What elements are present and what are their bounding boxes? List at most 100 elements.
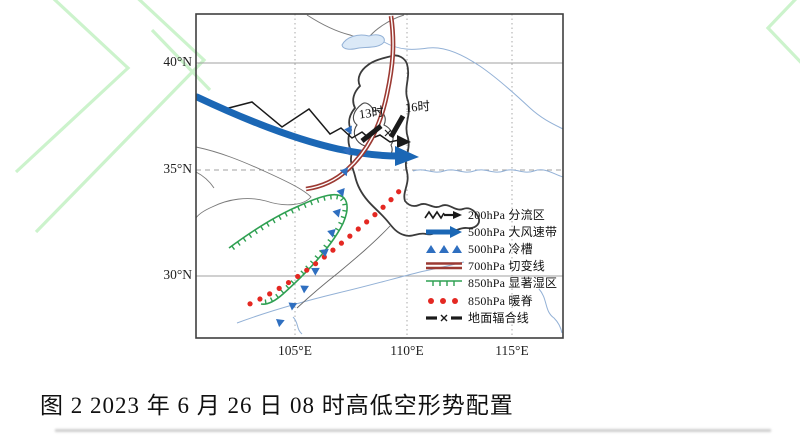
moist-area-tick (266, 222, 270, 227)
legend-item-label: 500hPa 冷槽 (468, 242, 533, 257)
warm-ridge-dot (388, 197, 394, 203)
moist-area-tick (290, 209, 294, 214)
page-content-divider (55, 429, 771, 432)
convergence-line-16h (388, 114, 406, 139)
legend-item-label: 700hPa 切变线 (468, 259, 546, 274)
moist-area-tick (254, 229, 258, 235)
warm-ridge-dot (276, 285, 282, 291)
cold-trough-triangle (300, 285, 310, 294)
thick-blue-arrow-icon (424, 224, 464, 239)
x-tick-110e: 110°E (390, 343, 424, 358)
warm-ridge-dot (380, 204, 386, 210)
watermark-chevron (765, 0, 800, 64)
legend-item-label: 200hPa 分流区 (468, 208, 546, 223)
legend-item: 700hPa 切变线 (424, 257, 564, 274)
moist-area-tick (327, 239, 332, 243)
divergence-zone-line (220, 101, 400, 143)
warm-ridge-dot (247, 301, 253, 307)
legend-item: 500hPa 大风速带 (424, 223, 564, 240)
divergence-arrowhead (397, 135, 411, 148)
river (292, 316, 303, 335)
cold-trough-triangle (342, 146, 351, 156)
moist-area-tick (342, 203, 347, 206)
watermark-chevron (34, 0, 207, 234)
moist-area-tick (334, 227, 340, 232)
legend-item: 200hPa 分流区 (424, 206, 564, 223)
moist-area-tick (314, 255, 319, 260)
moist-area-line (228, 193, 348, 305)
moist-area-tick (290, 280, 295, 285)
time-label-16h: 16时 (404, 99, 431, 115)
watermark-chevron (14, 0, 131, 174)
jet-stream-arrow (196, 93, 402, 160)
lake (341, 34, 385, 50)
moist-area-tick (231, 245, 236, 250)
dash-x-dash-icon (424, 310, 464, 325)
figure-caption: 图 2 2023 年 6 月 26 日 08 时高低空形势配置 (40, 393, 514, 418)
moist-area-tick (248, 233, 253, 239)
moist-area-tick (309, 200, 313, 206)
convergence-x-mark (384, 129, 392, 137)
moist-area-tick (236, 241, 241, 246)
moist-area-tick (342, 209, 347, 212)
moist-area-tick (242, 237, 247, 242)
map-frame (195, 13, 564, 339)
x-tick-115e: 115°E (495, 343, 529, 358)
province-boundary (196, 171, 215, 189)
warm-ridge-dot (312, 261, 319, 267)
warm-ridge-dot (285, 279, 292, 286)
y-tick-30n: 30°N (163, 267, 192, 282)
blue-triangles-icon (424, 241, 464, 256)
warm-ridge-dot (355, 226, 361, 232)
legend-item-label: 850hPa 显著湿区 (468, 276, 558, 291)
moist-area-tick (269, 297, 274, 302)
moist-area-tick (316, 198, 320, 203)
double-red-line-icon (424, 258, 464, 273)
time-label-13h: 13时 (358, 104, 385, 122)
warm-ridge-dot (396, 189, 402, 195)
warm-ridge-dot (267, 291, 273, 297)
warm-ridge-dot (330, 247, 336, 253)
moist-area-tick (278, 215, 282, 220)
x-tick-105e: 105°E (278, 343, 312, 358)
moist-area-tick (284, 212, 288, 217)
moist-area-tick (336, 194, 339, 200)
cold-trough-triangle (327, 229, 336, 238)
legend-item: 500hPa 冷槽 (424, 240, 564, 257)
cold-trough-triangle (339, 167, 349, 177)
green-tick-line-icon (424, 275, 464, 290)
watermark-chevron (150, 28, 212, 92)
convergence-line-13h (360, 124, 383, 143)
jet-arrowhead (395, 146, 419, 166)
cold-trough-triangle (344, 125, 352, 135)
weather-systems (196, 15, 419, 328)
legend-item-label: 500hPa 大风速带 (468, 225, 558, 240)
red-dots-icon (424, 293, 464, 308)
province-boundary (296, 225, 391, 309)
moist-area-tick (323, 244, 328, 249)
river (383, 41, 563, 130)
warm-ridge-dot (347, 233, 353, 239)
warm-ridge-dot (304, 267, 310, 273)
moist-area-tick (297, 206, 301, 211)
warm-ridge-dot (257, 296, 263, 302)
moist-area-tick (275, 293, 279, 299)
map-legend: 200hPa 分流区 500hPa 大风速带 500hPa 冷槽 700hPa … (424, 206, 564, 326)
moist-area-tick (300, 270, 305, 275)
legend-item: 地面辐合线 (424, 309, 564, 326)
y-tick-40n: 40°N (163, 54, 192, 69)
moist-area-tick (338, 221, 343, 226)
warm-ridge-guide (245, 188, 402, 306)
moist-area-tick (339, 197, 345, 202)
moist-area-tick (285, 284, 290, 290)
moist-area-tick (323, 196, 326, 201)
cold-trough-triangle (288, 302, 298, 311)
legend-item-label: 850hPa 暖脊 (468, 293, 533, 308)
moist-area-tick (340, 215, 346, 219)
moist-area-tick (303, 203, 307, 209)
cold-trough-triangle (320, 248, 329, 258)
moist-area-tick (260, 225, 264, 231)
moist-area-tick (280, 289, 285, 294)
moist-area-tick (272, 218, 276, 224)
